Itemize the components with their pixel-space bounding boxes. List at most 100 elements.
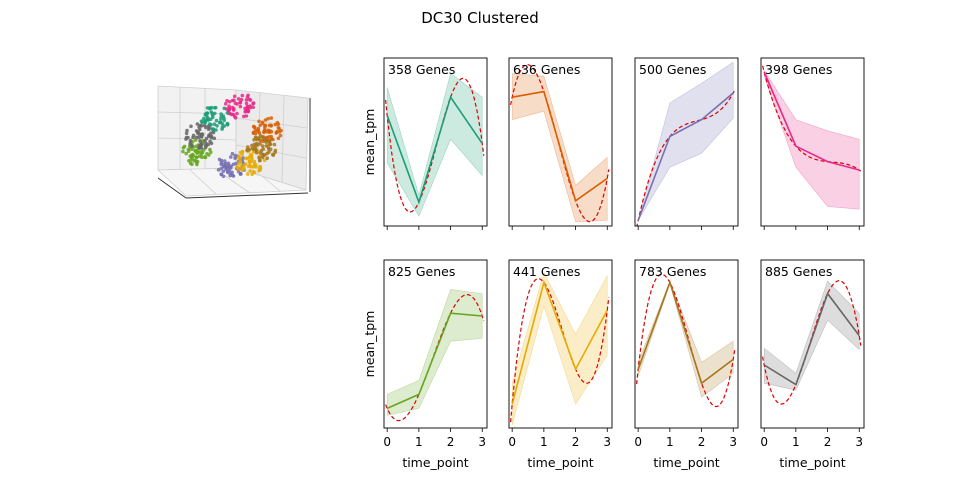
panel-frame [760, 57, 865, 227]
range-band [386, 72, 483, 217]
scatter-point [246, 108, 251, 113]
scatter-point [238, 150, 243, 155]
gene-count-label: 885 Genes [765, 264, 832, 279]
scatter-point [244, 114, 249, 118]
scatter-point [243, 162, 248, 166]
scatter-point [267, 150, 271, 154]
line-panels: 358 Genes mean_tpm 636 Genes 500 Genes 398 G… [362, 57, 865, 470]
mean-line [512, 90, 608, 203]
3d-axes-box [157, 85, 309, 197]
scatter-point [188, 138, 193, 143]
scatter-point [258, 166, 263, 171]
scatter-point [229, 155, 233, 159]
scatter-point [198, 139, 202, 143]
scatter-point [248, 169, 252, 173]
scatter-point [272, 142, 277, 147]
figure-title: DC30 Clustered [421, 9, 539, 27]
mean-line [763, 71, 860, 171]
scatter-point [244, 98, 249, 102]
scatter-point [258, 158, 262, 163]
scatter-point [262, 129, 267, 134]
scatter-point [223, 102, 228, 106]
scatter-point [219, 158, 224, 163]
fit-curve [636, 89, 736, 226]
panel-5: 0 1 2 3 825 Genes time_point mean_tpm [362, 259, 488, 470]
scatter-point [209, 123, 213, 127]
scatter-point [238, 104, 243, 109]
scatter-point [231, 108, 236, 112]
scatter-point [184, 131, 189, 136]
scatter-point [212, 122, 217, 126]
scatter-point [238, 100, 243, 105]
x-tick-label: 2 [447, 435, 455, 449]
scatter-point [209, 110, 214, 114]
scatter-point [248, 98, 253, 102]
scatter-point [204, 111, 208, 116]
scatter-point [226, 161, 231, 166]
mean-line [637, 92, 734, 221]
panel-4: 398 Genes [760, 57, 865, 230]
scatter-point [192, 159, 197, 163]
scatter-point [194, 129, 199, 133]
panel-frame [634, 57, 739, 227]
fit-curve [510, 277, 610, 423]
gene-count-label: 783 Genes [639, 264, 706, 279]
scatter-point [213, 106, 217, 110]
x-tick-label: 3 [855, 435, 863, 449]
scatter-point [257, 119, 261, 124]
scatter-point [254, 136, 259, 140]
3d-scatter-points [181, 93, 283, 179]
scatter-point [238, 159, 243, 164]
scatter-point [203, 118, 208, 123]
scatter-point [189, 158, 193, 162]
scatter-point [269, 116, 274, 120]
x-tick-label: 1 [540, 435, 548, 449]
range-band [637, 280, 734, 398]
scatter-point [241, 156, 245, 160]
x-tick-label: 0 [383, 435, 391, 449]
scatter-point [253, 128, 258, 132]
range-band [763, 280, 860, 391]
panel-8: 0 1 2 3 885 Genes time_point [760, 259, 865, 470]
scatter-point [259, 148, 264, 153]
scatter-point [189, 124, 193, 129]
x-tick-label: 3 [729, 435, 737, 449]
scatter-point [199, 119, 204, 123]
scatter-point [230, 98, 235, 103]
scatter-point [204, 136, 209, 141]
scatter-point [198, 145, 203, 149]
scatter-point [225, 99, 229, 103]
scatter-point [211, 115, 215, 120]
scatter-point [208, 147, 212, 152]
scatter-point [186, 147, 191, 152]
scatter-point [247, 159, 252, 164]
scatter-point [264, 138, 269, 143]
gene-count-label: 500 Genes [639, 62, 706, 77]
panel-6: 0 1 2 3 441 Genes time_point [508, 259, 613, 470]
scatter-point [245, 95, 250, 99]
scatter-point [222, 124, 227, 128]
scatter-point [206, 127, 211, 131]
range-band [637, 61, 734, 221]
mean-line [763, 291, 860, 386]
scatter-point [251, 105, 255, 109]
scatter-point [260, 144, 265, 148]
panel-frame [760, 259, 865, 429]
scatter-point [181, 146, 186, 150]
scatter-point [223, 161, 228, 166]
mean-line [386, 312, 483, 410]
scatter-point [250, 157, 254, 161]
scatter-point [249, 152, 253, 157]
x-tick-label: 2 [698, 435, 706, 449]
scatter-point [273, 150, 277, 155]
scatter-point [246, 145, 250, 149]
scatter-point [225, 170, 230, 175]
scatter-point [244, 101, 249, 106]
scatter-point [226, 108, 231, 113]
scatter-point [254, 150, 259, 155]
3d-axis-lines [157, 98, 311, 199]
scatter-point [252, 159, 257, 164]
scatter-point [231, 162, 236, 167]
scatter-point [245, 147, 250, 152]
